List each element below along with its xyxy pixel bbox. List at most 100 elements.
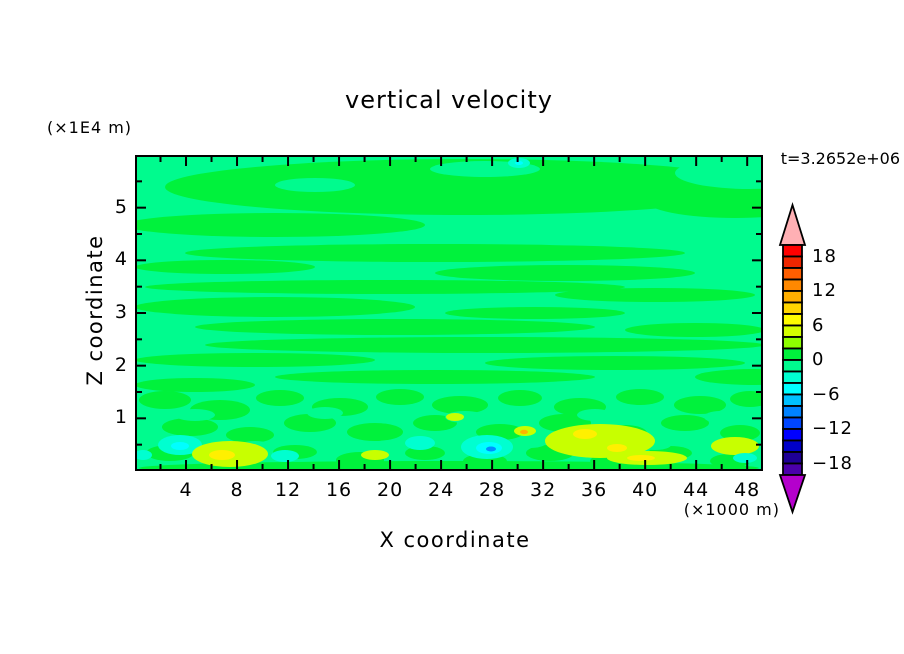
chart-title: vertical velocity — [345, 86, 553, 114]
contour-blob-pos — [139, 461, 759, 471]
colorbar-segment — [782, 439, 803, 453]
y-axis-unit-label: (×1E4 m) — [47, 118, 133, 137]
contour-blob-aqua — [271, 450, 299, 462]
contour-blob-pos — [645, 182, 763, 218]
contour-blob-pos — [195, 319, 595, 335]
contour-blob-pos — [135, 260, 315, 274]
colorbar-top-arrow — [778, 201, 807, 246]
x-tick-label: 24 — [428, 479, 455, 501]
contour-blob-blue — [486, 446, 496, 452]
contour-blob-yel — [627, 455, 655, 461]
colorbar — [770, 192, 816, 522]
contour-blob-pos — [435, 265, 695, 281]
time-annotation: t=3.2652e+06 — [780, 149, 900, 168]
colorbar-segment — [782, 301, 803, 315]
colorbar-segment — [782, 382, 803, 396]
x-tick-label: 8 — [230, 479, 244, 501]
colorbar-segment — [782, 347, 803, 361]
contour-blob-pos — [616, 389, 664, 405]
x-tick-label: 4 — [179, 479, 193, 501]
contour-blob-yg — [361, 450, 389, 460]
contour-blob-pos — [730, 391, 763, 407]
contour-blob-pos — [432, 396, 488, 414]
contour-blob-bg — [704, 411, 736, 423]
contour-blob-pos — [165, 159, 763, 215]
colorbar-segment — [782, 405, 803, 419]
colorbar-segment — [782, 290, 803, 304]
colorbar-tick-label: −18 — [812, 452, 853, 474]
contour-blob-yel — [573, 429, 597, 439]
colorbar-canvas — [778, 201, 807, 515]
contour-blob-pos — [625, 323, 763, 337]
contour-blob-pos — [555, 288, 755, 302]
colorbar-segment — [782, 313, 803, 327]
contour-blob-cyan — [515, 161, 523, 165]
contour-blob-yel — [209, 450, 235, 460]
contour-blob-pos — [139, 391, 191, 409]
y-tick-label: 3 — [114, 300, 128, 323]
colorbar-segment — [782, 359, 803, 373]
contour-blob-bg — [275, 178, 355, 192]
colorbar-tick-label: 6 — [812, 314, 825, 336]
contour-blob-pos — [205, 337, 763, 353]
contour-blob-bg — [577, 409, 613, 421]
contour-blob-pos — [376, 389, 424, 405]
colorbar-tick-label: 0 — [812, 349, 825, 370]
contour-blob-pos — [135, 297, 415, 317]
colorbar-segment — [782, 278, 803, 292]
contour-plot-canvas — [135, 155, 763, 471]
contour-blob-pos — [445, 307, 625, 319]
contour-blob-pos — [695, 369, 763, 385]
contour-blob-pos — [413, 415, 457, 431]
x-axis-title: X coordinate — [379, 528, 531, 552]
contour-blob-yg — [711, 437, 759, 455]
contour-blob-pos — [135, 378, 255, 392]
contour-blob-yg — [545, 424, 655, 458]
x-tick-label: 32 — [530, 479, 557, 501]
contour-blob-bg — [307, 407, 343, 419]
contour-blob-pos — [256, 390, 304, 406]
contour-blob-pos — [185, 244, 685, 262]
colorbar-segment — [782, 336, 803, 350]
colorbar-tick-label: −12 — [812, 418, 853, 439]
x-axis-unit-label: (×1000 m) — [683, 500, 780, 519]
contour-blob-bg — [514, 438, 546, 448]
contour-blob-bg — [175, 409, 215, 421]
y-tick-label: 4 — [114, 248, 128, 271]
contour-blob-pos — [720, 425, 760, 441]
contour-blob-pos — [226, 427, 274, 443]
contour-blob-pos — [145, 280, 625, 294]
contour-blob-yg — [446, 413, 464, 421]
contour-blob-org — [520, 429, 528, 435]
colorbar-segment — [782, 416, 803, 430]
x-tick-label: 28 — [479, 479, 506, 501]
contour-blob-yel — [607, 444, 627, 452]
colorbar-tick-label: −6 — [812, 383, 841, 405]
colorbar-segment — [782, 462, 803, 476]
colorbar-segment — [782, 451, 803, 465]
colorbar-segment — [782, 267, 803, 281]
contour-blob-pos — [275, 370, 595, 384]
contour-blob-pos — [135, 213, 425, 237]
contour-plot-area — [135, 155, 763, 471]
colorbar-bottom-arrow — [778, 474, 807, 515]
contour-blob-bg — [374, 440, 406, 450]
colorbar-segment — [782, 324, 803, 338]
x-tick-label: 36 — [581, 479, 608, 501]
x-tick-label: 12 — [274, 479, 302, 501]
contour-blob-pos — [485, 356, 745, 370]
x-tick-label: 44 — [683, 479, 710, 501]
contour-blob-aqua — [405, 436, 435, 450]
y-tick-label: 1 — [114, 406, 128, 429]
colorbar-tick-label: 12 — [812, 280, 837, 301]
contour-blob-pos — [162, 418, 218, 436]
colorbar-segment — [782, 255, 803, 269]
y-tick-label: 2 — [114, 353, 128, 376]
plot-frame — [135, 155, 763, 471]
x-tick-label: 20 — [376, 479, 404, 501]
colorbar-segment — [782, 393, 803, 407]
contour-blob-aqua — [733, 453, 757, 463]
colorbar-segment — [782, 428, 803, 442]
contour-blob-pos — [674, 396, 726, 414]
